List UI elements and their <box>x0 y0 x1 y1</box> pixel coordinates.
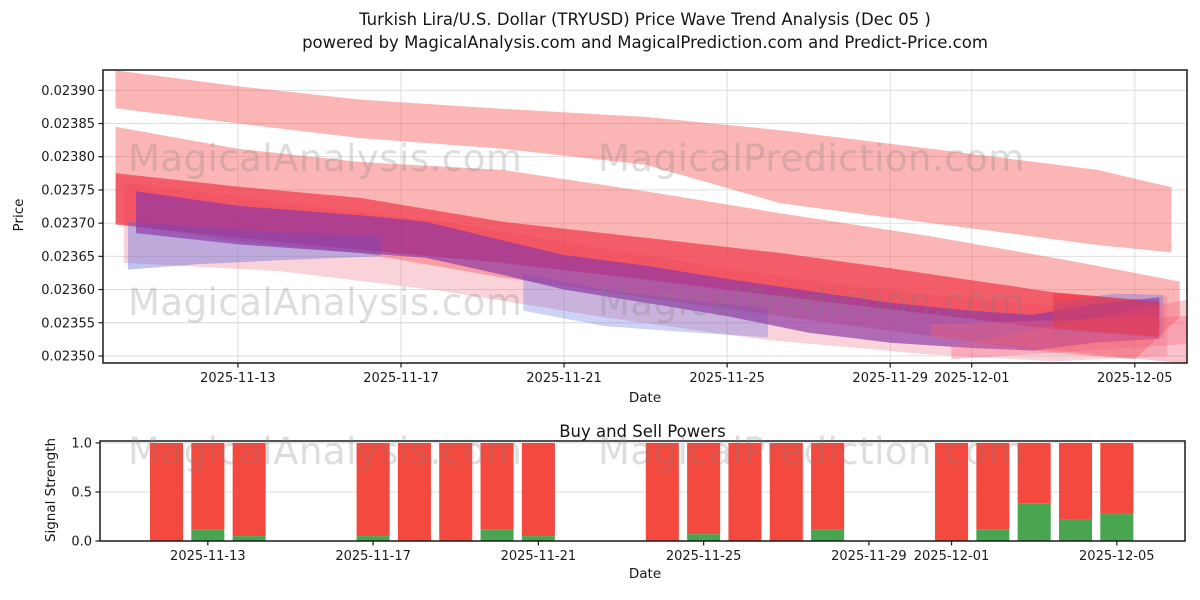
buy-power-bar <box>191 529 225 541</box>
bottom-date-axis-label: Date <box>628 566 662 582</box>
sell-power-bar <box>356 442 390 537</box>
x-tick-label: 2025-11-21 <box>501 549 577 564</box>
top-plot-border <box>102 69 1188 364</box>
signal-strength-axis-label: Signal Strength <box>43 437 59 543</box>
x-tick-label: 2025-12-05 <box>1079 549 1155 564</box>
x-tick-label: 2025-11-25 <box>689 371 765 386</box>
sell-power-bar <box>397 442 431 541</box>
y-tick-label: 0.02375 <box>41 183 95 198</box>
sell-power-bar <box>935 442 969 541</box>
buy-power-bar <box>1017 503 1051 541</box>
buy-power-bar <box>1100 513 1134 541</box>
y-tick-label: 0.02360 <box>41 283 95 298</box>
sell-power-bar <box>1100 442 1134 514</box>
power-bars <box>149 442 1134 541</box>
x-tick-label: 2025-11-29 <box>831 549 907 564</box>
y-tick-label: 1.0 <box>71 436 92 451</box>
y-tick-label: 0.02355 <box>41 316 95 331</box>
buy-power-bar <box>1058 519 1093 541</box>
watermark-prediction-row1: MagicalPrediction.com <box>598 137 1025 180</box>
top-axes: 0.02350 0.02355 0.02360 0.02365 0.02370 0.023… <box>41 69 1188 386</box>
band-core-purple-wave <box>136 191 1160 351</box>
sell-power-bar <box>439 442 473 541</box>
watermark-prediction-row3: MagicalPrediction.com <box>598 430 1025 473</box>
bottom-plot-border <box>99 440 1186 542</box>
sell-power-bar <box>976 442 1010 530</box>
y-tick-label: 0.02350 <box>41 349 95 364</box>
sell-power-bar <box>1058 442 1093 520</box>
x-tick-label: 2025-11-21 <box>526 371 602 386</box>
x-tick-label: 2025-12-01 <box>934 371 1010 386</box>
x-tick-label: 2025-12-01 <box>914 549 990 564</box>
y-tick-label: 0.5 <box>71 485 92 500</box>
sell-power-bar <box>191 442 225 530</box>
x-tick-label: 2025-11-13 <box>170 549 246 564</box>
sell-power-bar <box>480 442 514 530</box>
y-tick-label: 0.02385 <box>41 117 95 132</box>
y-tick-label: 0.0 <box>71 535 92 550</box>
sell-power-bar <box>728 442 762 541</box>
watermark-analysis-row2: MagicalAnalysis.com <box>128 281 523 324</box>
x-tick-label: 2025-11-17 <box>363 371 439 386</box>
buy-sell-chart: 0.0 0.5 1.0 2025-11-13 2025-11-17 2025-11-21 2… <box>71 436 1186 564</box>
sell-power-bar <box>232 442 266 537</box>
bottom-axes: 0.0 0.5 1.0 2025-11-13 2025-11-17 2025-11-21 2… <box>71 436 1186 564</box>
x-tick-label: 2025-12-05 <box>1097 371 1173 386</box>
x-tick-label: 2025-11-25 <box>666 549 742 564</box>
price-bands <box>115 70 1187 363</box>
figure-title-line2: powered by MagicalAnalysis.com and Magic… <box>302 33 988 52</box>
buy-power-bar <box>232 536 266 541</box>
sell-power-bar <box>811 442 845 530</box>
buy-power-bar <box>687 534 721 541</box>
buy-power-bar <box>976 529 1010 541</box>
band-core-red-band <box>115 173 1160 338</box>
sell-power-bar <box>687 442 721 535</box>
y-tick-label: 0.02370 <box>41 217 95 232</box>
top-date-axis-label: Date <box>628 390 662 406</box>
price-axis-label: Price <box>11 198 27 232</box>
y-tick-label: 0.02365 <box>41 250 95 265</box>
buy-power-bar <box>811 529 845 541</box>
buy-sell-chart-title: Buy and Sell Powers <box>559 422 726 441</box>
x-tick-label: 2025-11-13 <box>200 371 276 386</box>
price-wave-chart: 0.02350 0.02355 0.02360 0.02365 0.02370 0.023… <box>41 69 1188 386</box>
buy-power-bar <box>521 536 555 541</box>
x-tick-label: 2025-11-17 <box>335 549 411 564</box>
sell-power-bar <box>521 442 555 537</box>
x-tick-label: 2025-11-29 <box>852 371 928 386</box>
sell-power-bar <box>645 442 679 541</box>
y-tick-label: 0.02380 <box>41 150 95 165</box>
buy-power-bar <box>480 529 514 541</box>
band-red-band-tip <box>1053 292 1160 337</box>
watermark-prediction-row2: MagicalPrediction.com <box>598 281 1025 324</box>
figure-title-line1: Turkish Lira/U.S. Dollar (TRYUSD) Price … <box>359 10 931 29</box>
sell-power-bar <box>769 442 803 541</box>
sell-power-bar <box>1017 442 1051 504</box>
y-tick-label: 0.02390 <box>41 84 95 99</box>
sell-power-bar <box>149 442 184 541</box>
band-upper-forecast-channel <box>115 70 1172 253</box>
watermark-analysis-row3: MagicalAnalysis.com <box>128 430 523 473</box>
buy-power-bar <box>356 536 390 541</box>
watermark-analysis-row1: MagicalAnalysis.com <box>128 137 523 180</box>
